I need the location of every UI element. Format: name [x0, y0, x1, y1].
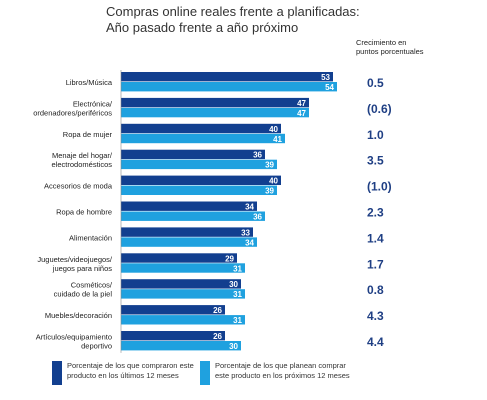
chart-title-line2: Año pasado frente a año próximo: [106, 20, 299, 35]
bar-value-label: 36: [253, 151, 262, 160]
category-label: Alimentación: [69, 233, 112, 242]
category-label: Menaje del hogar/electrodomésticos: [52, 151, 113, 169]
bar-next-year: [121, 211, 265, 221]
legend-item-next-year: Porcentaje de los que planean comprar es…: [200, 361, 360, 395]
category-label: Libros/Música: [66, 78, 113, 87]
bar-value-label: 34: [245, 238, 254, 247]
bar-last-year: [121, 175, 281, 185]
chart-title-line1: Compras online reales frente a planifica…: [106, 4, 360, 19]
growth-value: 1.4: [367, 231, 384, 245]
bar-next-year: [121, 107, 309, 118]
bar-next-year: [121, 159, 277, 170]
bar-last-year: [121, 72, 333, 82]
growth-value: (0.6): [367, 102, 392, 116]
bar-next-year: [121, 263, 245, 273]
bar-value-label: 26: [213, 332, 222, 341]
category-label: Electrónica/ordenadores/periféricos: [33, 99, 113, 117]
bar-value-label: 36: [253, 213, 262, 222]
bar-value-label: 54: [325, 83, 334, 92]
growth-value: 0.8: [367, 283, 384, 297]
growth-column-header: Crecimiento en puntos porcentuales: [356, 38, 424, 56]
growth-value: 0.5: [367, 76, 384, 90]
chart-title: Compras online reales frente a planifica…: [106, 4, 360, 36]
bar-next-year: [121, 315, 245, 325]
bar-last-year: [121, 149, 265, 160]
legend-item-last-year: Porcentaje de los que compraron este pro…: [52, 361, 202, 395]
bar-value-label: 47: [297, 109, 306, 118]
legend-swatch-dark: [52, 361, 62, 385]
bar-value-label: 34: [245, 203, 254, 212]
bar-last-year: [121, 331, 225, 341]
bar-value-label: 33: [241, 228, 250, 237]
bar-value-label: 30: [229, 280, 238, 289]
bar-last-year: [121, 279, 241, 289]
bar-value-label: 39: [265, 187, 274, 196]
category-label: Accesorios de moda: [44, 182, 113, 191]
bar-next-year: [121, 133, 285, 144]
bar-value-label: 40: [269, 125, 278, 134]
bar-value-label: 31: [233, 316, 242, 325]
category-label: Juguetes/videojuegos/juegos para niños: [37, 255, 113, 273]
growth-value: 1.0: [367, 128, 384, 142]
bar-next-year: [121, 185, 277, 195]
bar-last-year: [121, 305, 225, 315]
bar-last-year: [121, 97, 309, 108]
growth-value: 1.7: [367, 257, 384, 271]
bar-last-year: [121, 123, 281, 134]
bar-value-label: 40: [269, 177, 278, 186]
growth-value: 3.5: [367, 154, 384, 168]
growth-value: 4.4: [367, 335, 384, 349]
bar-last-year: [121, 227, 253, 237]
bar-next-year: [121, 289, 245, 299]
category-label: Cosméticos/cuidado de la piel: [54, 281, 113, 299]
bar-value-label: 29: [225, 254, 234, 263]
bar-value-label: 41: [273, 135, 282, 144]
growth-value: (1.0): [367, 180, 392, 194]
growth-value: 2.3: [367, 206, 384, 220]
bar-next-year: [121, 341, 241, 351]
bar-value-label: 39: [265, 161, 274, 170]
category-label: Ropa de mujer: [63, 130, 113, 139]
category-label: Muebles/decoración: [45, 311, 112, 320]
category-label: Artículos/equipamiento deportivo: [36, 333, 112, 351]
bar-last-year: [121, 201, 257, 211]
bar-value-label: 30: [229, 342, 238, 351]
bar-last-year: [121, 253, 237, 263]
bar-value-label: 26: [213, 306, 222, 315]
bar-next-year: [121, 237, 257, 247]
legend-label-light: Porcentaje de los que planean comprar es…: [215, 361, 350, 380]
bar-value-label: 31: [233, 290, 242, 299]
legend-label-dark: Porcentaje de los que compraron este pro…: [67, 361, 194, 380]
growth-value: 4.3: [367, 309, 384, 323]
bar-next-year: [121, 82, 337, 92]
bar-value-label: 47: [297, 99, 306, 108]
category-label: Ropa de hombre: [56, 208, 112, 217]
legend-swatch-light: [200, 361, 210, 385]
bar-value-label: 31: [233, 264, 242, 273]
bar-value-label: 53: [321, 73, 330, 82]
